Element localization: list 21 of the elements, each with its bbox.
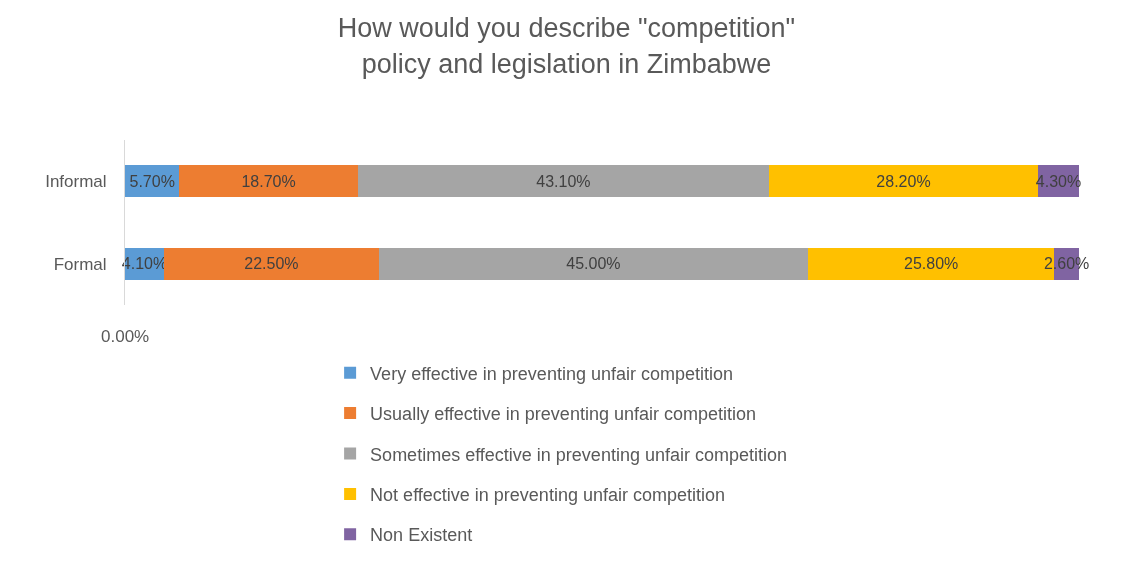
legend-label: Very effective in preventing unfair competition bbox=[370, 363, 733, 384]
bar bbox=[378, 247, 809, 280]
y-tick-label: Formal bbox=[53, 254, 107, 274]
data-label: 18.70% bbox=[241, 172, 296, 190]
legend-label: Not effective in preventing unfair competition bbox=[370, 484, 725, 505]
y-tick-label: Informal bbox=[45, 172, 107, 192]
bar bbox=[164, 247, 379, 280]
data-label: 25.80% bbox=[904, 255, 959, 273]
legend-label: Non Existent bbox=[370, 525, 473, 546]
data-label: 5.70% bbox=[129, 172, 175, 190]
data-label: 22.50% bbox=[244, 255, 299, 273]
data-label: 43.10% bbox=[536, 172, 591, 190]
data-label: 28.20% bbox=[876, 172, 931, 190]
bar bbox=[179, 165, 358, 198]
legend-label: Usually effective in preventing unfair competition bbox=[370, 404, 756, 425]
bar bbox=[768, 165, 1038, 198]
text: 0.00% bbox=[101, 327, 150, 346]
legend-label: Sometimes effective in preventing unfair competition bbox=[370, 444, 787, 465]
data-label: 45.00% bbox=[566, 255, 621, 273]
bar bbox=[357, 165, 769, 198]
chart-title: How would you describe "competition" policy and legislation in Zimbabwe bbox=[337, 13, 796, 79]
